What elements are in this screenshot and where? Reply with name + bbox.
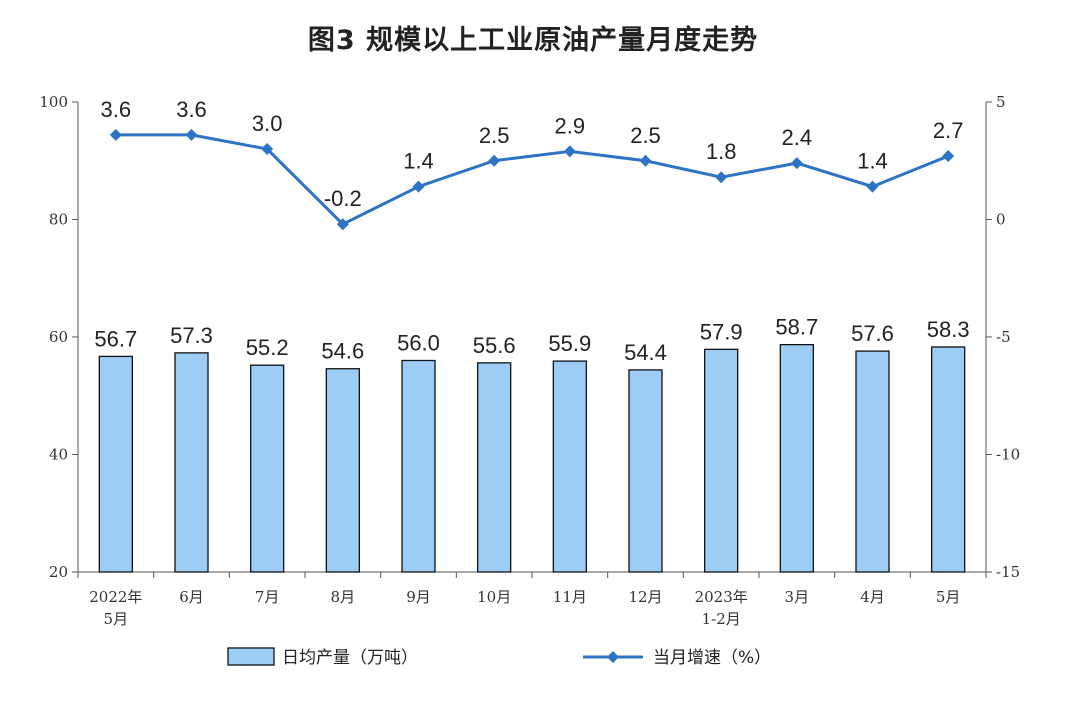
chart-title: 图3 规模以上工业原油产量月度走势 bbox=[307, 25, 759, 56]
bar-value-label: 54.4 bbox=[624, 340, 667, 365]
bar-value-label: 57.6 bbox=[851, 321, 894, 346]
bar bbox=[401, 359, 436, 573]
bar-value-label: 55.9 bbox=[548, 331, 591, 356]
bar bbox=[855, 350, 890, 573]
x-tick-label: 12月 bbox=[628, 588, 662, 606]
y-right-tick-label: -5 bbox=[996, 328, 1011, 346]
bar bbox=[779, 343, 814, 573]
y-right-tick-label: 5 bbox=[996, 93, 1006, 111]
y-right-tick-label: -10 bbox=[996, 446, 1020, 464]
x-tick-label: 7月 bbox=[255, 588, 280, 606]
bar-value-label: 57.9 bbox=[700, 319, 743, 344]
x-tick-label: 3月 bbox=[785, 588, 810, 606]
bar bbox=[628, 369, 663, 573]
bar bbox=[98, 355, 133, 573]
y-right-tick-label: -15 bbox=[996, 563, 1020, 581]
bar bbox=[931, 346, 966, 573]
line-marker bbox=[109, 128, 122, 141]
y-left-tick-label: 80 bbox=[49, 211, 68, 229]
x-tick-label: 1-2月 bbox=[702, 610, 741, 628]
legend-line-marker bbox=[607, 651, 619, 663]
growth-line bbox=[115, 133, 949, 227]
line-value-label: 2.5 bbox=[479, 123, 510, 148]
line-value-label: 3.6 bbox=[176, 97, 207, 122]
line-value-label: 1.4 bbox=[857, 149, 888, 174]
line-marker bbox=[412, 180, 425, 193]
line-marker bbox=[336, 218, 349, 231]
bar bbox=[704, 348, 739, 573]
line-value-label: 3.0 bbox=[252, 111, 283, 136]
x-tick-label: 4月 bbox=[860, 588, 885, 606]
legend-line-label: 当月增速（%） bbox=[653, 648, 771, 668]
x-tick-label: 8月 bbox=[331, 588, 356, 606]
bar-value-label: 55.2 bbox=[246, 335, 289, 360]
y-left-tick-label: 20 bbox=[49, 563, 68, 581]
x-tick-label: 9月 bbox=[406, 588, 431, 606]
bar bbox=[325, 368, 360, 573]
line-value-label: 2.7 bbox=[933, 118, 964, 143]
bar bbox=[552, 360, 587, 573]
x-tick-label: 11月 bbox=[553, 588, 587, 606]
x-tick-label: 10月 bbox=[477, 588, 511, 606]
line-marker bbox=[942, 150, 955, 163]
line-marker bbox=[488, 154, 501, 167]
bar-value-label: 58.3 bbox=[927, 317, 970, 342]
line-marker bbox=[261, 143, 274, 155]
bar bbox=[174, 352, 209, 573]
line-marker bbox=[185, 128, 198, 141]
x-tick-label: 2023年 bbox=[695, 588, 748, 606]
line-marker bbox=[563, 145, 576, 158]
bar-value-label: 56.0 bbox=[397, 331, 440, 356]
x-tick-label: 5月 bbox=[104, 610, 129, 628]
line-value-label: 1.4 bbox=[403, 149, 434, 174]
legend-bar-swatch bbox=[227, 647, 275, 666]
bar-value-label: 54.6 bbox=[321, 339, 364, 364]
y-left-tick-label: 40 bbox=[49, 446, 68, 464]
bar-value-label: 55.6 bbox=[473, 333, 516, 358]
line-value-label: 2.4 bbox=[782, 125, 813, 150]
line-value-label: 2.9 bbox=[555, 113, 586, 138]
line-value-label: 2.5 bbox=[630, 123, 661, 148]
x-tick-label: 5月 bbox=[936, 588, 961, 606]
bar-value-label: 58.7 bbox=[775, 315, 818, 340]
y-right-tick-label: 0 bbox=[996, 211, 1006, 229]
line-marker bbox=[639, 154, 652, 167]
line-value-label: -0.2 bbox=[324, 186, 362, 211]
bar bbox=[250, 364, 285, 573]
line-value-label: 1.8 bbox=[706, 139, 737, 164]
line-marker bbox=[715, 171, 728, 184]
legend-bar-label: 日均产量（万吨） bbox=[282, 648, 418, 668]
line-marker bbox=[866, 180, 879, 193]
line-value-label: 3.6 bbox=[101, 97, 132, 122]
line-marker bbox=[790, 157, 803, 170]
x-tick-label: 6月 bbox=[179, 588, 204, 606]
bar-value-label: 57.3 bbox=[170, 323, 213, 348]
bar bbox=[477, 362, 512, 573]
y-left-tick-label: 100 bbox=[39, 93, 68, 111]
y-left-tick-label: 60 bbox=[49, 328, 68, 346]
x-tick-label: 2022年 bbox=[89, 588, 142, 606]
bar-value-label: 56.7 bbox=[94, 326, 137, 351]
